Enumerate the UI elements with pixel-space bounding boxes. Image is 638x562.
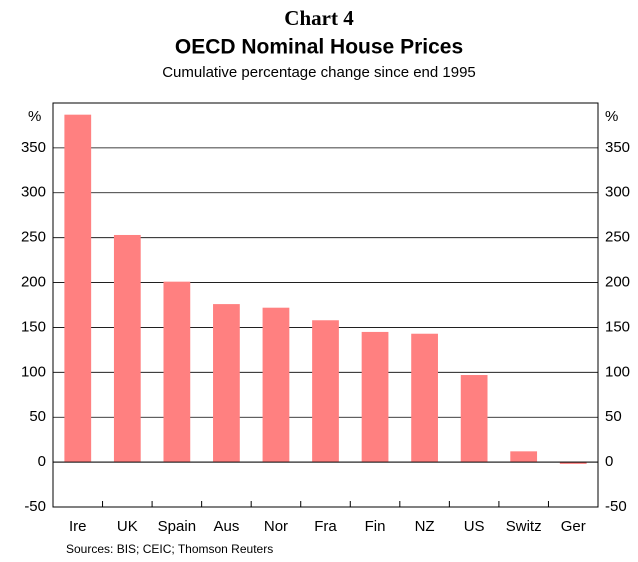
y-tick-label: 350	[21, 139, 46, 156]
y-tick-label-right: 0	[605, 453, 613, 470]
bar	[510, 451, 538, 463]
y-tick-label: 200	[21, 274, 46, 291]
y-tick-label: 250	[21, 229, 46, 246]
bar	[411, 333, 438, 463]
y-unit-right: %	[605, 108, 618, 125]
bar	[213, 304, 240, 463]
x-tick-label: US	[464, 518, 485, 535]
x-tick-label: Ire	[69, 518, 87, 535]
x-tick-label: Fra	[314, 518, 337, 535]
bar	[312, 320, 339, 463]
bar	[559, 462, 587, 464]
y-unit-left: %	[28, 108, 41, 125]
bar	[64, 114, 92, 463]
x-tick-label: Aus	[213, 518, 239, 535]
source-note: Sources: BIS; CEIC; Thomson Reuters	[66, 542, 273, 556]
bar	[262, 307, 290, 463]
bar	[113, 234, 141, 463]
bar	[361, 331, 389, 463]
y-tick-label-right: 150	[605, 318, 630, 335]
y-tick-label-right: 100	[605, 363, 630, 380]
x-tick-label: UK	[117, 518, 138, 535]
y-tick-label-right: -50	[605, 498, 627, 515]
y-tick-label-right: 350	[605, 139, 630, 156]
plot-frame	[52, 102, 599, 508]
y-tick-label: 150	[21, 318, 46, 335]
y-tick-label: 50	[29, 408, 46, 425]
y-tick-label: 0	[38, 453, 46, 470]
y-tick-label: -50	[24, 498, 46, 515]
bar	[163, 281, 191, 463]
bar	[460, 375, 488, 463]
x-tick-label: NZ	[415, 518, 435, 535]
y-tick-label: 100	[21, 363, 46, 380]
y-tick-label-right: 50	[605, 408, 622, 425]
x-tick-label: Fin	[365, 518, 386, 535]
chart-number: Chart 4	[284, 6, 354, 30]
y-tick-label-right: 200	[605, 274, 630, 291]
y-tick-label-right: 300	[605, 184, 630, 201]
y-tick-label: 300	[21, 184, 46, 201]
y-tick-label-right: 250	[605, 229, 630, 246]
x-tick-label: Nor	[264, 518, 288, 535]
chart-title: OECD Nominal House Prices	[175, 36, 463, 59]
chart-subtitle: Cumulative percentage change since end 1…	[162, 64, 476, 81]
x-tick-label: Ger	[561, 518, 586, 535]
x-tick-label: Switz	[506, 518, 542, 535]
x-tick-label: Spain	[158, 518, 196, 535]
